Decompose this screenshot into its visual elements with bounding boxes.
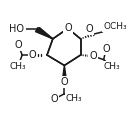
Text: O: O: [85, 24, 93, 34]
Text: CH₃: CH₃: [66, 94, 83, 103]
Text: OCH₃: OCH₃: [103, 22, 127, 31]
Text: HO: HO: [10, 24, 24, 34]
Polygon shape: [62, 65, 67, 82]
Text: O: O: [102, 44, 110, 54]
Text: O: O: [51, 94, 58, 104]
Polygon shape: [37, 27, 53, 39]
Text: O: O: [29, 50, 36, 60]
Text: CH₃: CH₃: [10, 62, 26, 71]
Polygon shape: [35, 28, 53, 39]
Text: O: O: [64, 23, 72, 33]
Text: CH₃: CH₃: [104, 62, 120, 71]
Text: O: O: [61, 77, 68, 87]
Text: O: O: [14, 40, 22, 50]
Text: O: O: [64, 23, 72, 33]
Text: O: O: [89, 51, 97, 61]
